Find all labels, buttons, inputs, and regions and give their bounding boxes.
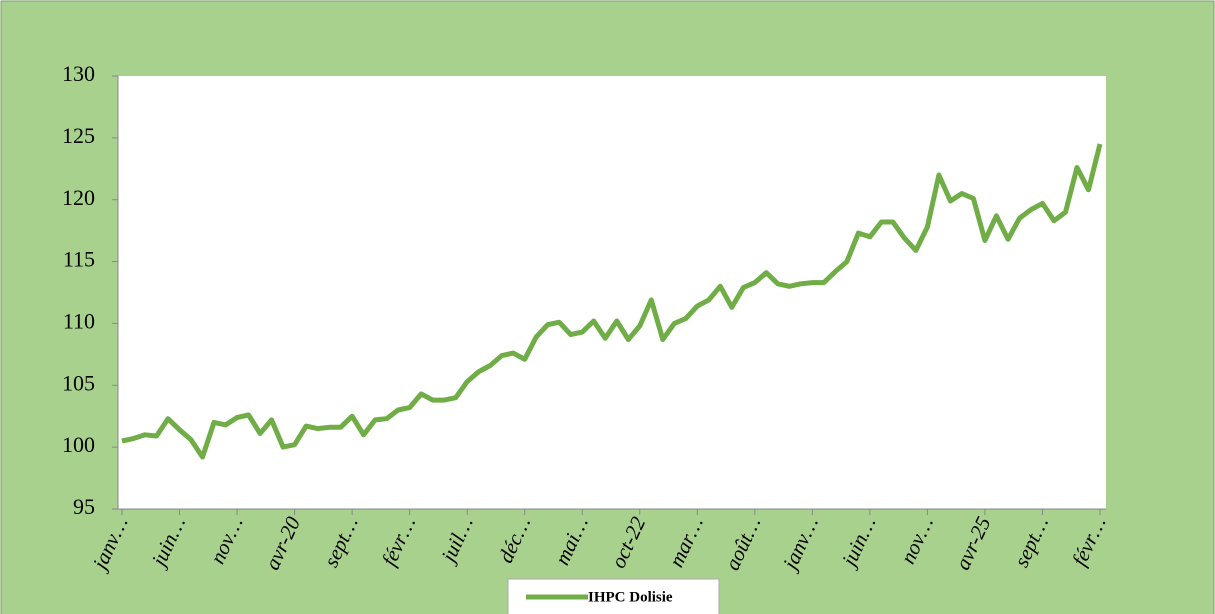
- data-line: [121, 143, 1103, 460]
- y-tick-label: 105: [62, 370, 95, 395]
- y-tick-label: 115: [63, 247, 95, 272]
- legend-label: IHPC Dolisie: [588, 589, 673, 605]
- y-tick-label: 120: [62, 185, 95, 210]
- y-tick-label: 110: [63, 308, 95, 333]
- plot-area: [118, 76, 1106, 509]
- y-tick-label: 130: [62, 61, 95, 86]
- y-tick-label: 125: [62, 123, 95, 148]
- legend: IHPC Dolisie: [507, 578, 720, 614]
- y-tick-label: 100: [62, 432, 95, 457]
- y-tick-label: 95: [73, 494, 95, 519]
